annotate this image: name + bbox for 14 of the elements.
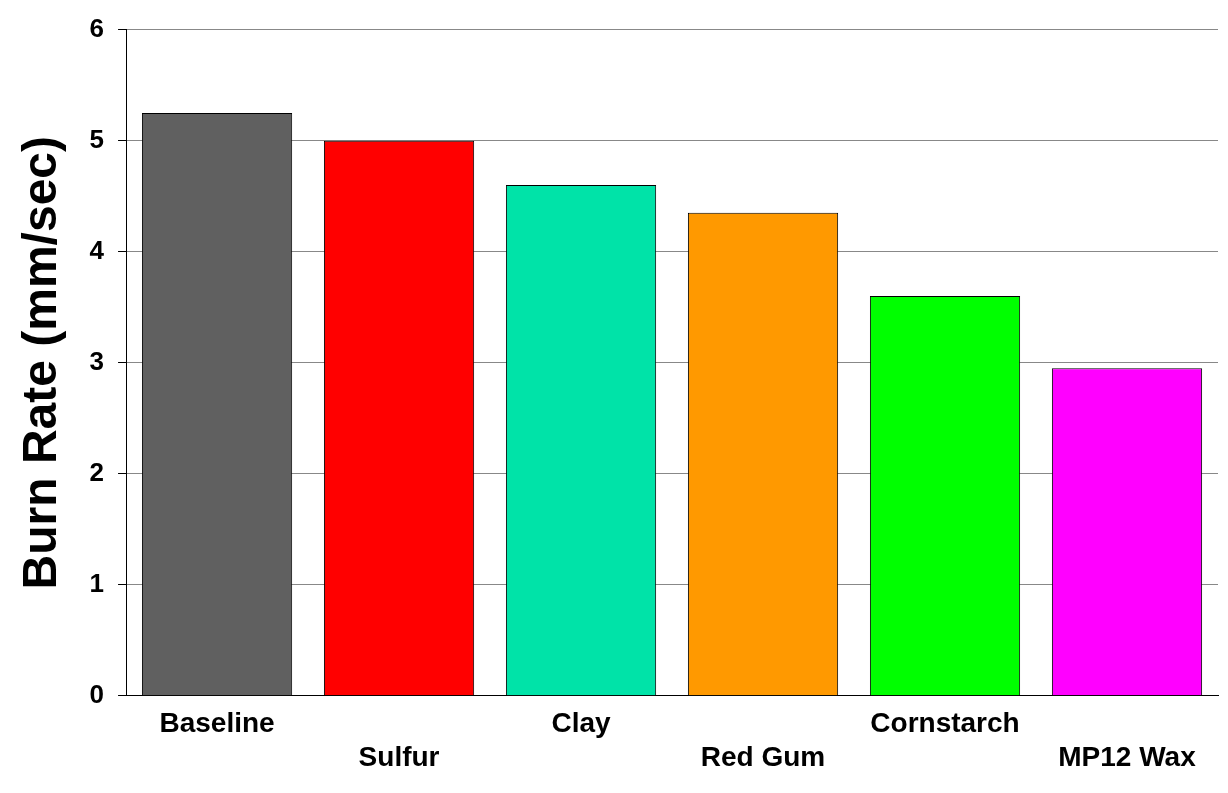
x-tick-label: MP12 Wax [1058,740,1197,772]
x-tick-label: Cornstarch [870,707,1020,739]
y-tick-label: 5 [89,123,105,154]
x-tick-label: Sulfur [358,740,440,772]
y-tick-label: 2 [89,456,105,487]
y-tick-label: 0 [89,678,105,709]
y-tick-label: 4 [89,234,105,265]
x-tick-label: Clay [551,707,612,739]
x-tick-label: Baseline [159,707,275,739]
y-tick-label: 3 [89,345,105,376]
y-axis-title: Burn Rate (mm/sec) [13,135,67,590]
y-tick-label: 6 [89,12,105,43]
y-tick-label: 1 [89,567,105,598]
x-tick-label: Red Gum [700,740,826,772]
